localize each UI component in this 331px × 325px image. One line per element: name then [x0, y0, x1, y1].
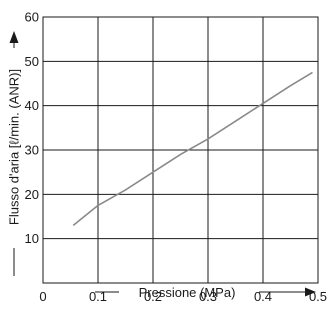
y-tick-label: 60 — [25, 10, 39, 25]
x-tick-label: 0.3 — [199, 289, 217, 304]
y-tick-label: 30 — [25, 143, 39, 158]
y-tick-label: 40 — [25, 98, 39, 113]
y-tick-label: 10 — [25, 231, 39, 246]
x-tick-label: 0.2 — [144, 289, 162, 304]
y-axis-label-group: Flusso d'aria [ℓ/min. (ANR)] — [7, 31, 22, 276]
series-layer — [72, 71, 313, 226]
y-axis-label: Flusso d'aria [ℓ/min. (ANR)] — [7, 69, 22, 225]
x-axis-label: Pressione (MPa) — [139, 285, 236, 300]
x-tick-label: 0.1 — [89, 289, 107, 304]
y-tick-label: 20 — [25, 187, 39, 202]
origin-label: 0 — [39, 289, 46, 304]
series-line — [72, 71, 313, 226]
x-axis-arrow-icon — [305, 287, 316, 297]
y-tick-label: 50 — [25, 54, 39, 69]
y-axis-arrow-icon — [9, 31, 19, 43]
x-tick-label: 0.4 — [254, 289, 272, 304]
grid — [42, 16, 319, 284]
x-axis-label-group: Pressione (MPa) — [95, 285, 316, 300]
